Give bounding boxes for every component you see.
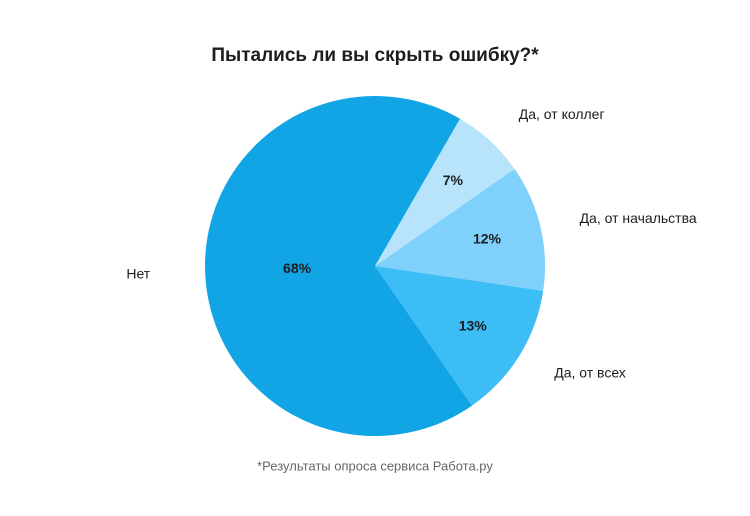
value-label: 68% bbox=[283, 260, 312, 276]
value-label: 7% bbox=[443, 172, 464, 188]
category-label: Да, от начальства bbox=[580, 210, 697, 226]
pie-slice bbox=[375, 168, 545, 291]
category-label: Нет bbox=[126, 265, 150, 281]
pie-slice bbox=[375, 266, 544, 406]
category-label: Да, от всех bbox=[554, 365, 626, 381]
pie-slice bbox=[205, 96, 473, 436]
category-label: Да, от коллег bbox=[519, 106, 605, 122]
pie-slice bbox=[375, 118, 515, 266]
chart-title: Пытались ли вы скрыть ошибку?* bbox=[211, 45, 539, 66]
value-label: 12% bbox=[473, 230, 502, 246]
footnote: *Результаты опроса сервиса Работа.ру bbox=[257, 458, 493, 473]
value-label: 13% bbox=[459, 317, 488, 333]
